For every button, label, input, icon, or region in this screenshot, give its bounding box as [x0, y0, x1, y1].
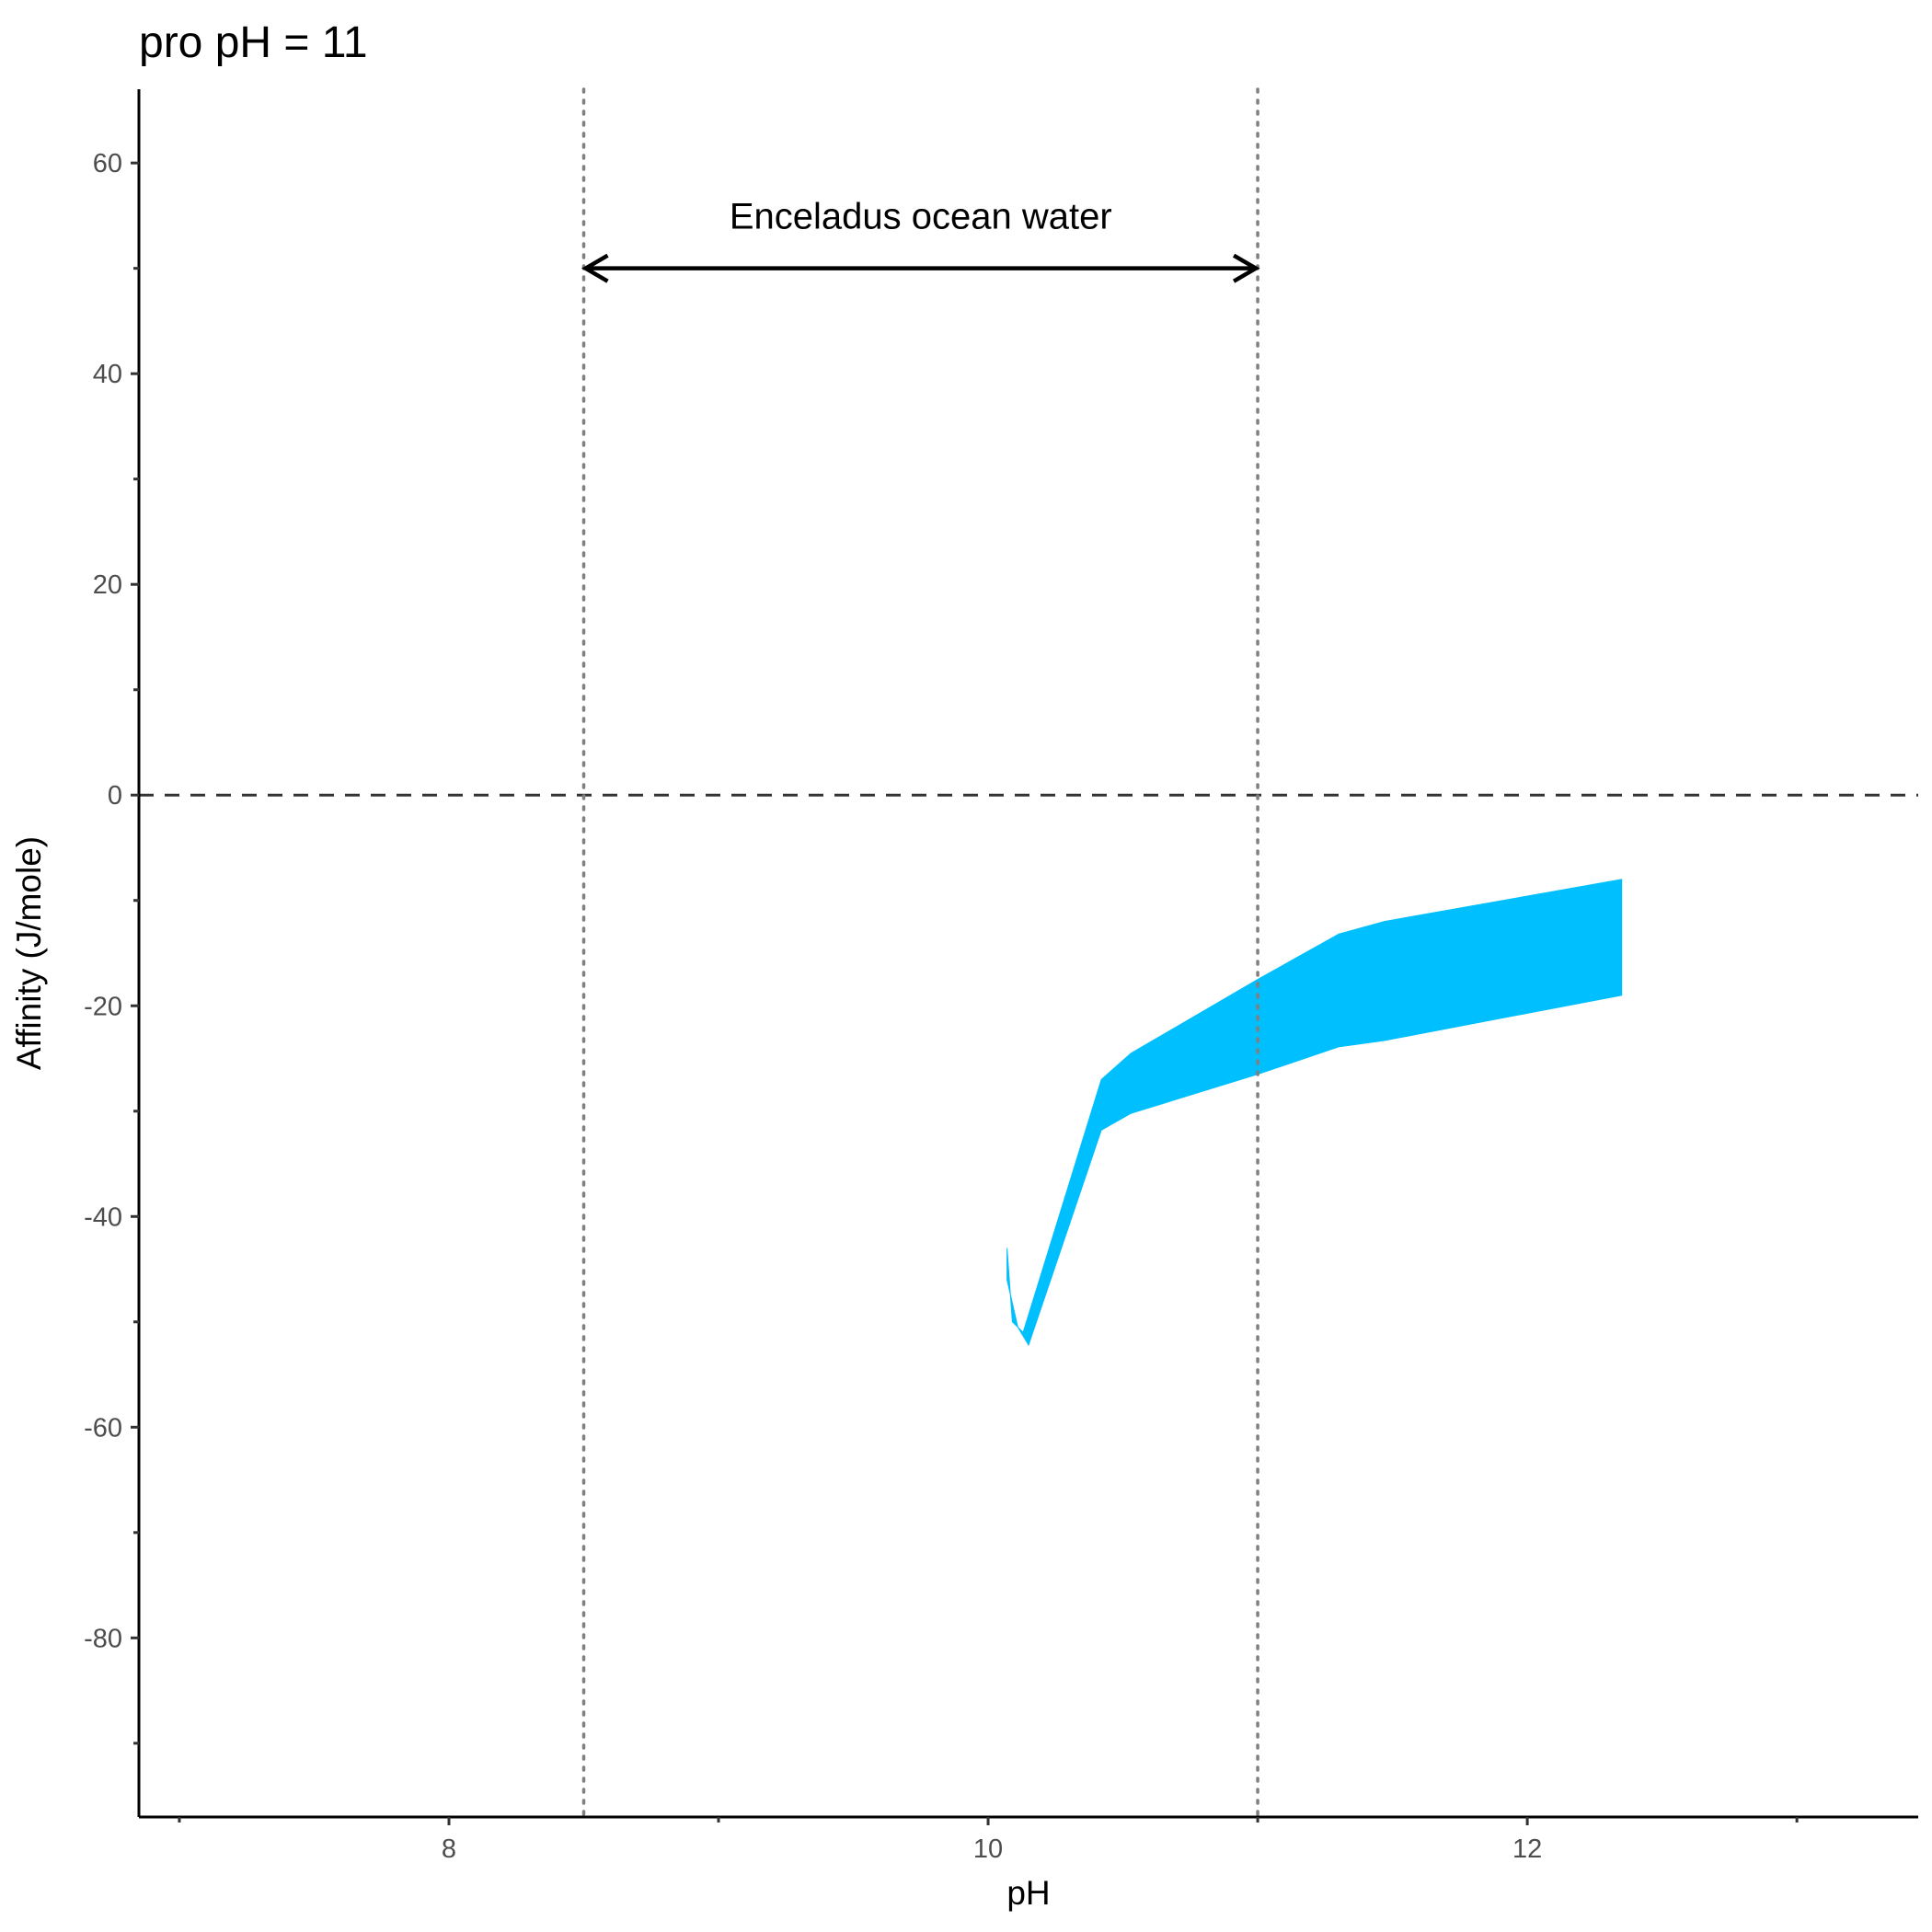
- area-layer: [1006, 879, 1623, 1347]
- reference-lines: [139, 87, 1918, 1819]
- annotation: Enceladus ocean water: [581, 196, 1260, 283]
- y-tick-label: 20: [93, 570, 122, 600]
- y-tick-label: 60: [93, 149, 122, 178]
- x-tick-label: 10: [973, 1834, 1003, 1864]
- y-axis-title: Affinity (J/mole): [10, 836, 48, 1070]
- arrowhead-right: [1232, 253, 1260, 283]
- x-tick-label: 8: [442, 1834, 456, 1864]
- chart-title: pro pH = 11: [139, 18, 368, 67]
- y-tick-label: -60: [84, 1413, 122, 1443]
- y-tick-label: -40: [84, 1202, 122, 1232]
- y-tick-label: -80: [84, 1624, 122, 1653]
- area-series-0: [1006, 879, 1623, 1347]
- y-tick-label: 40: [93, 360, 122, 389]
- axes: [137, 89, 1918, 1819]
- y-tick-label: -20: [84, 992, 122, 1021]
- y-tick-label: 0: [108, 781, 122, 811]
- ticks: 8 10 12 60 40 20 0 -20 -40 -60 -80: [84, 149, 1799, 1864]
- arrowhead-left: [581, 253, 609, 283]
- annotation-label: Enceladus ocean water: [730, 196, 1112, 236]
- x-axis-title: pH: [1006, 1874, 1050, 1912]
- x-tick-label: 12: [1512, 1834, 1542, 1864]
